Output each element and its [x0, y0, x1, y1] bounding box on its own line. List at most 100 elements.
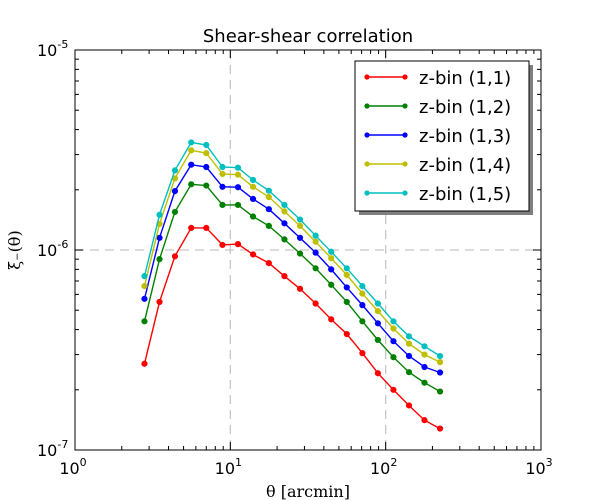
data-point — [203, 182, 210, 189]
data-point — [374, 370, 381, 377]
data-point — [312, 265, 319, 272]
data-point — [249, 251, 257, 258]
data-point — [312, 300, 319, 307]
data-point — [296, 222, 304, 229]
data-point — [188, 139, 195, 146]
data-point — [296, 216, 304, 223]
data-point — [390, 338, 397, 345]
series-3 — [141, 161, 444, 376]
data-point — [156, 211, 163, 218]
y-axis-label: ξ₋(θ) — [5, 230, 24, 269]
data-point — [390, 318, 397, 325]
x-tick-label: 100 — [59, 456, 86, 478]
data-point — [390, 386, 397, 393]
legend-marker — [402, 190, 408, 196]
data-point — [359, 290, 366, 297]
legend-box — [354, 60, 530, 212]
data-point — [374, 336, 381, 344]
data-point — [219, 183, 226, 190]
data-point — [374, 300, 381, 307]
legend-item: z-bin (1,5) — [364, 184, 511, 205]
data-point — [171, 188, 179, 195]
data-point — [405, 333, 413, 340]
data-point — [219, 170, 226, 178]
data-point — [421, 343, 428, 350]
data-point — [249, 213, 257, 220]
y-tick-label: 10-7 — [37, 438, 68, 460]
data-point — [374, 307, 381, 315]
data-point — [312, 238, 319, 245]
data-point — [405, 352, 413, 360]
data-point — [374, 320, 381, 327]
series-2 — [141, 181, 444, 395]
legend-marker — [402, 103, 408, 109]
data-point — [343, 271, 350, 279]
data-point — [234, 184, 242, 191]
data-point — [436, 369, 444, 376]
legend-marker — [364, 132, 370, 138]
data-point — [359, 282, 366, 290]
data-point — [328, 248, 335, 255]
x-tick-label: 102 — [370, 456, 397, 478]
data-point — [219, 201, 226, 209]
legend-item: z-bin (1,2) — [364, 97, 511, 118]
y-tick-label: 10-5 — [37, 38, 68, 60]
data-point — [188, 147, 195, 154]
data-point — [156, 298, 163, 306]
data-point — [265, 193, 272, 201]
data-point — [359, 302, 366, 309]
data-point — [219, 241, 226, 249]
data-point — [141, 295, 148, 302]
data-point — [296, 250, 304, 257]
data-point — [265, 222, 272, 229]
legend-marker — [364, 161, 370, 167]
data-point — [328, 255, 335, 262]
data-point — [203, 163, 210, 171]
data-point — [281, 208, 288, 215]
data-point — [359, 318, 366, 325]
data-point — [421, 351, 428, 358]
data-point — [421, 379, 428, 386]
data-point — [343, 265, 350, 272]
data-point — [249, 176, 257, 184]
data-point — [281, 273, 288, 280]
data-point — [390, 354, 397, 361]
legend-marker — [402, 161, 408, 167]
series-1 — [141, 224, 444, 432]
y-tick-label: 10-6 — [37, 238, 68, 260]
legend-item: z-bin (1,4) — [364, 155, 511, 176]
legend-label: z-bin (1,5) — [419, 184, 511, 205]
data-point — [203, 224, 210, 231]
data-point — [171, 208, 179, 216]
data-point — [171, 167, 179, 174]
data-point — [296, 234, 304, 241]
legend-marker — [402, 74, 408, 80]
legend-label: z-bin (1,4) — [419, 155, 511, 176]
data-point — [281, 236, 288, 243]
legend-label: z-bin (1,3) — [419, 126, 511, 147]
legend-item: z-bin (1,1) — [364, 68, 511, 89]
data-point — [421, 363, 428, 371]
data-point — [328, 266, 335, 273]
data-point — [234, 171, 242, 178]
data-point — [141, 318, 148, 325]
x-axis-label: θ [arcmin] — [266, 482, 350, 500]
data-point — [156, 256, 163, 263]
legend-label: z-bin (1,1) — [419, 68, 511, 89]
data-point — [328, 316, 335, 323]
x-tick-label: 103 — [525, 456, 552, 478]
chart-title: Shear-shear correlation — [203, 26, 413, 47]
ticks: 100 101 102 103 10-7 10-6 10-5 — [37, 38, 553, 478]
data-point — [171, 253, 179, 260]
legend-item: z-bin (1,3) — [364, 126, 511, 147]
legend: z-bin (1,1) z-bin (1,2) z-bin (1,3) z-bin (… — [354, 60, 533, 215]
x-tick-label: 101 — [215, 456, 242, 478]
data-point — [312, 249, 319, 256]
data-point — [405, 340, 413, 347]
data-point — [390, 325, 397, 332]
data-point — [203, 150, 210, 157]
legend-marker — [402, 132, 408, 138]
data-point — [436, 388, 444, 395]
data-point — [141, 360, 148, 367]
